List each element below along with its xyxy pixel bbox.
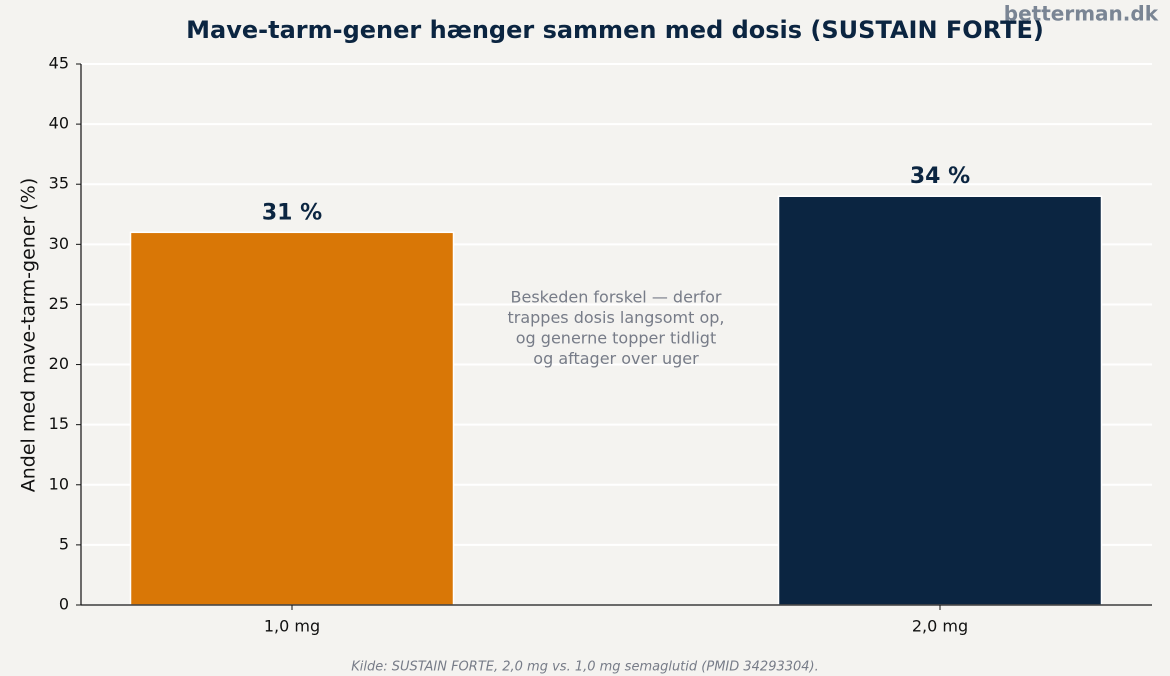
bar [129, 231, 455, 606]
watermark: betterman.dk [1004, 2, 1159, 26]
value-label: 34 % [910, 164, 970, 189]
y-tick-label: 10 [49, 474, 69, 493]
y-tick-label: 5 [59, 534, 69, 553]
y-tick-label: 40 [49, 114, 69, 133]
y-tick-label: 35 [49, 174, 69, 193]
bar [777, 195, 1103, 606]
annotation: og aftager over uger [533, 349, 699, 368]
x-tick-label: 2,0 mg [912, 617, 968, 636]
y-tick-label: 20 [49, 354, 69, 373]
y-tick-label: 15 [49, 414, 69, 433]
y-tick-label: 30 [49, 234, 69, 253]
annotation: og generne topper tidligt [516, 329, 716, 348]
x-tick-label: 1,0 mg [264, 617, 320, 636]
y-tick-label: 25 [49, 294, 69, 313]
source-note: Kilde: SUSTAIN FORTE, 2,0 mg vs. 1,0 mg … [351, 660, 819, 675]
chart-title: Mave-tarm-gener hænger sammen med dosis … [186, 16, 1044, 44]
annotation: Beskeden forskel — derfor [511, 288, 722, 307]
annotation: trappes dosis langsomt op, [507, 308, 724, 327]
y-axis-label: Andel med mave-tarm-gener (%) [18, 178, 40, 493]
y-tick-label: 0 [59, 595, 69, 614]
y-tick-label: 45 [49, 54, 69, 73]
value-label: 31 % [262, 200, 322, 225]
